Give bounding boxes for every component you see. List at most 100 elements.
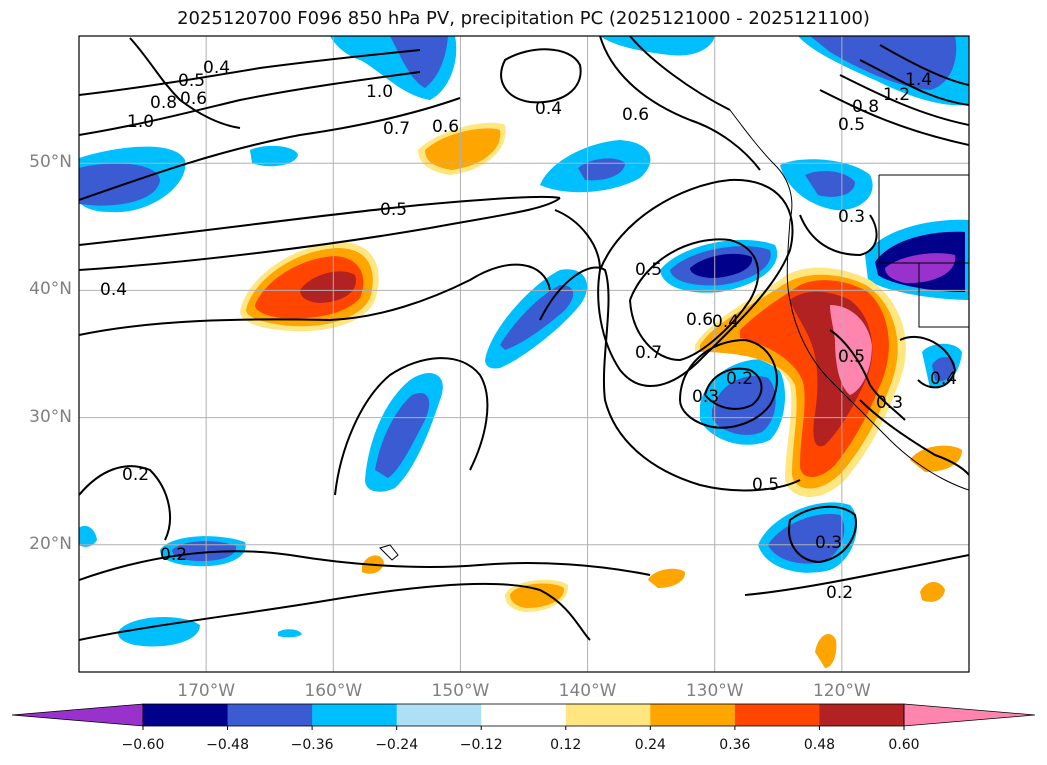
precip-neg-sw-core <box>172 541 237 562</box>
precip-pos-s <box>510 583 565 608</box>
precip-neg-band-1-core <box>500 285 574 350</box>
contour-0-2-west <box>79 465 171 541</box>
contour-label: 0.4 <box>930 369 957 389</box>
lon-tick-label: 160°W <box>304 681 363 701</box>
precip-pos-east-1 <box>910 445 962 472</box>
contour-0-6 <box>79 97 461 201</box>
colorbar-tick-label: −0.12 <box>459 737 503 753</box>
contour-0-8 <box>79 71 421 136</box>
colorbar-tick-label: 0.48 <box>803 737 836 753</box>
contour-label: 0.7 <box>635 343 662 363</box>
precip-neg-interior-core <box>885 253 956 284</box>
contour-label: 0.5 <box>635 260 662 280</box>
precip-neg-nw-core <box>79 163 160 206</box>
colorbar-tick-label: 0.24 <box>634 737 666 753</box>
contour-low-1 <box>129 37 241 129</box>
colorbar-tick-label: 0.12 <box>550 737 582 753</box>
precip-neg-tiny <box>278 629 302 638</box>
precip-neg-top-mid <box>600 36 715 56</box>
colorbar-extend-max <box>903 703 1036 727</box>
colorbar-tick-label: 0.60 <box>888 737 920 753</box>
contour-0-6-trough <box>629 238 760 362</box>
contour-label: 0.4 <box>535 99 562 119</box>
map-frame <box>78 35 970 673</box>
contour-0-8-ne <box>839 74 969 126</box>
colorbar <box>11 703 1036 730</box>
contour-label: 0.4 <box>100 280 127 300</box>
precip-pos-s-5 <box>920 581 945 602</box>
contour-label: 0.5 <box>838 347 865 367</box>
contour-label: 0.3 <box>815 533 842 553</box>
colorbar-segment <box>396 704 482 726</box>
colorbar-frame <box>142 703 905 727</box>
contour-label: 0.8 <box>150 93 177 113</box>
precip-neg-sw-2 <box>118 616 200 647</box>
contour-label: 0.7 <box>383 119 410 139</box>
chart-title: 2025120700 F096 850 hPa PV, precipitatio… <box>177 8 870 29</box>
precip-neg-se-core <box>768 514 845 564</box>
contour-label: 0.6 <box>686 310 713 330</box>
precip-neg-aleutian-core <box>390 36 448 88</box>
contour-label: 0.3 <box>876 393 903 413</box>
contour-0-5-central <box>334 357 489 496</box>
colorbar-tick-label: −0.60 <box>121 737 165 753</box>
colorbar-tick-label: −0.24 <box>375 737 419 753</box>
colorbar-segment <box>819 704 905 726</box>
contour-0-3-low <box>679 338 778 429</box>
contour-0-4-west <box>79 197 561 271</box>
contour-0-3-ca <box>859 399 969 476</box>
colorbar-tick-label: −0.48 <box>206 737 249 753</box>
precip-neg-ce-core <box>690 253 753 278</box>
precip-pos-nc <box>425 128 501 170</box>
contour-label: 0.5 <box>752 475 779 495</box>
contour-0-5-ca <box>829 329 906 421</box>
precip-neg-band-2-core <box>375 392 430 478</box>
colorbar-extend-min <box>11 703 144 727</box>
lat-tick-label: 30°N <box>29 406 72 427</box>
contour-label: 0.3 <box>838 207 865 227</box>
precip-neg-south-core <box>712 375 776 435</box>
contour-label: 0.8 <box>852 97 879 117</box>
lon-tick-label: 140°W <box>558 681 617 701</box>
contour-0-3-se <box>788 505 857 564</box>
lat-tick-label: 50°N <box>29 152 72 173</box>
contour-0-2-se <box>744 554 969 596</box>
contour-0-3-bc <box>799 214 878 257</box>
contour-label: 0.2 <box>122 465 149 485</box>
lon-tick-label: 130°W <box>685 681 744 701</box>
contour-label: 1.4 <box>905 70 932 90</box>
contour-label: 0.5 <box>838 115 865 135</box>
precip-pos-west-core <box>300 271 356 303</box>
lon-tick-label: 120°W <box>812 681 871 701</box>
west-coast <box>729 109 969 491</box>
precip-pos-s-4 <box>815 633 837 668</box>
contour-s-2 <box>79 582 591 641</box>
precip-neg-bc-core <box>805 170 855 197</box>
contour-0-4-closed <box>500 48 582 104</box>
contour-1-4-ne <box>879 44 969 86</box>
contour-0-5-ne <box>819 89 969 146</box>
colorbar-segment <box>481 704 567 726</box>
precip-neg-ne-core <box>810 36 957 90</box>
contour-ne-2 <box>629 36 731 111</box>
contour-label: 0.6 <box>432 117 459 137</box>
pv-contours <box>79 36 969 641</box>
contour-link <box>554 209 601 271</box>
colorbar-segment <box>734 704 820 726</box>
lat-tick-label: 40°N <box>29 279 72 300</box>
colorbar-segment <box>650 704 736 726</box>
grid-lines <box>79 36 969 672</box>
contour-0-4-south <box>79 263 551 336</box>
contour-0-5-west <box>79 195 561 246</box>
precip-pos-s-2 <box>648 568 686 588</box>
contour-0-5-east <box>539 266 801 492</box>
contour-0-2-south <box>79 550 651 581</box>
precip-neg-goa-core <box>578 158 625 181</box>
contour-0-2-low <box>704 367 763 410</box>
contour-label: 1.2 <box>883 85 910 105</box>
contour-label: 0.5 <box>178 71 205 91</box>
coastlines <box>379 109 969 561</box>
lon-tick-label: 150°W <box>431 681 490 701</box>
contour-label: 1.0 <box>366 82 393 102</box>
